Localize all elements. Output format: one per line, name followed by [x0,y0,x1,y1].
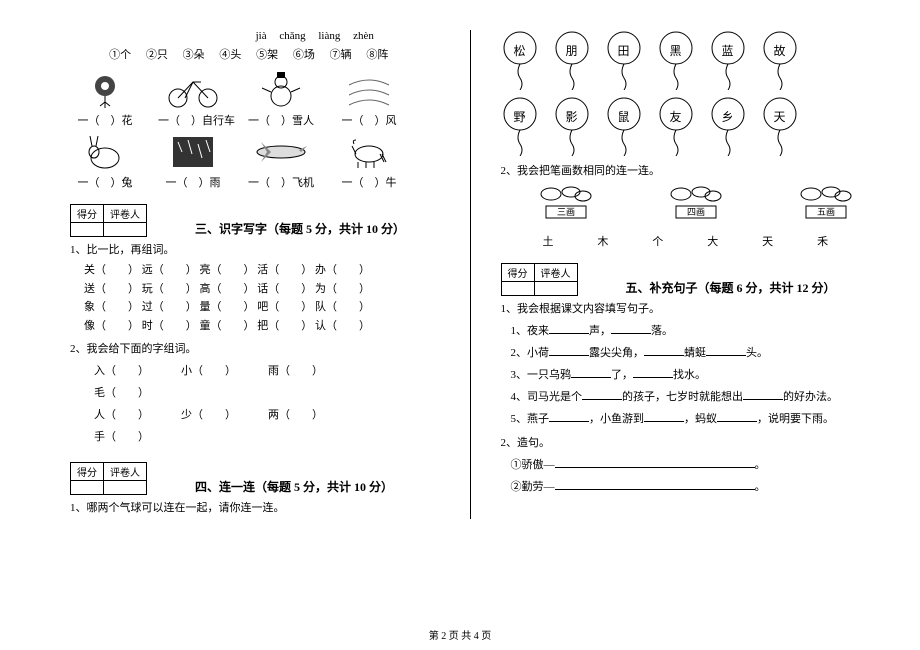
make-sentence-item: ①骄傲—。 [511,454,871,476]
page-footer: 第 2 页 共 4 页 [0,627,920,642]
pinyin: liàng [318,30,340,42]
classifier-row: ①个 ②只 ③朵 ④头 ⑤架 ⑥场 ⑦辆 ⑧阵 [70,46,440,62]
left-column: jià chǎng liàng zhèn ①个 ②只 ③朵 ④头 ⑤架 ⑥场 ⑦… [70,30,440,519]
section5-header: 得分评卷人 五、补充句子（每题 6 分，共计 12 分） [501,263,871,296]
pinyin: chǎng [279,30,305,42]
classifier: ①个 [109,49,131,61]
classifier: ⑤架 [256,49,278,61]
classifier: ⑦辆 [330,49,352,61]
balloon-char: 松 [501,42,539,59]
right-column: 松朋田黑蓝故 野影鼠友乡天 2、我会把笔画数相同的连一连。 三画四画五画 土木个… [501,30,871,519]
svg-text:四画: 四画 [686,207,704,217]
stroke-char: 禾 [795,233,850,249]
q5-2: 2、造句。 [501,434,871,450]
balloon-char: 友 [657,108,695,125]
balloon: 田 [605,30,643,90]
stroke-char: 土 [521,233,576,249]
q3-1: 1、比一比，再组词。 [70,241,440,257]
stroke-box: 三画 [531,182,601,223]
img-snowman: 一（ ）雪人 [246,70,316,128]
sentence-item: 5、燕子，小鱼游到，蚂蚁，说明要下雨。 [511,408,871,430]
fill-row-1: 入（ ）小（ ）雨（ ）毛（ ） [94,360,440,404]
balloon: 鼠 [605,96,643,156]
classifier: ④头 [219,49,241,61]
sentence-item: 3、一只乌鸦了，找水。 [511,364,871,386]
pinyin: zhèn [353,30,374,42]
stroke-box: 四画 [661,182,731,223]
balloon-char: 乡 [709,108,747,125]
balloon: 野 [501,96,539,156]
stroke-char: 木 [575,233,630,249]
img-rabbit: 一（ ）兔 [70,132,140,190]
score-box: 得分评卷人 [501,263,578,296]
balloon: 松 [501,30,539,90]
img-bike: 一（ ）自行车 [158,70,228,128]
svg-text:三画: 三画 [556,207,574,217]
img-flower: 一（ ）花 [70,70,140,128]
sentence-list: 1、夜来声，落。2、小荷露尖尖角，蜻蜓头。3、一只乌鸦了，找水。4、司马光是个的… [511,320,871,430]
sentence-item: 4、司马光是个的孩子，七岁时就能想出的好办法。 [511,386,871,408]
sentence-item: 2、小荷露尖尖角，蜻蜓头。 [511,342,871,364]
pinyin-row: jià chǎng liàng zhèn [200,30,440,42]
img-wind: 一（ ）风 [334,70,404,128]
stroke-box: 五画 [791,182,861,223]
balloon: 朋 [553,30,591,90]
balloon-char: 影 [553,108,591,125]
fill-row-2: 人（ ）少（ ）两（ ）手（ ） [94,404,440,448]
sentence-item: 1、夜来声，落。 [511,320,871,342]
stroke-char: 个 [630,233,685,249]
section4-header: 得分评卷人 四、连一连（每题 5 分，共计 10 分） [70,462,440,495]
balloon-char: 蓝 [709,42,747,59]
q4-1: 1、哪两个气球可以连在一起，请你连一连。 [70,499,440,515]
section4-title: 四、连一连（每题 5 分，共计 10 分） [195,478,393,495]
section5-title: 五、补充句子（每题 6 分，共计 12 分） [626,279,836,296]
balloon-char: 故 [761,42,799,59]
column-divider [470,30,471,519]
balloon: 蓝 [709,30,747,90]
classifier: ②只 [146,49,168,61]
balloon: 黑 [657,30,695,90]
balloon-row-top: 松朋田黑蓝故 [501,30,871,90]
stroke-char: 天 [740,233,795,249]
balloon: 乡 [709,96,747,156]
score-box: 得分评卷人 [70,462,147,495]
stroke-boxes: 三画 四画 五画 [531,182,871,223]
stroke-char: 大 [685,233,740,249]
img-plane: 一（ ）飞机 [246,132,316,190]
q4-2: 2、我会把笔画数相同的连一连。 [501,162,871,178]
pinyin: jià [256,30,267,42]
balloon: 故 [761,30,799,90]
image-grid: 一（ ）花 一（ ）自行车 一（ ）雪人 一（ ）风 一（ [70,70,440,190]
balloon-char: 黑 [657,42,695,59]
svg-text:五画: 五画 [816,207,834,217]
q5-1: 1、我会根据课文内容填写句子。 [501,300,871,316]
balloon-row-bottom: 野影鼠友乡天 [501,96,871,156]
classifier: ⑥场 [293,49,315,61]
compare-table: 关（ ） 远（ ） 亮（ ） 活（ ） 办（ ） 送（ ） 玩（ ） 高（ ） … [84,261,440,336]
balloon: 天 [761,96,799,156]
q3-2: 2、我会给下面的字组词。 [70,340,440,356]
balloon-char: 天 [761,108,799,125]
img-rain: 一（ ）雨 [158,132,228,190]
score-box: 得分评卷人 [70,204,147,237]
stroke-chars: 土木个大天禾 [521,233,851,249]
balloon: 友 [657,96,695,156]
classifier: ⑧阵 [366,49,388,61]
make-sentence-item: ②勤劳—。 [511,476,871,498]
balloon: 影 [553,96,591,156]
balloon-char: 鼠 [605,108,643,125]
balloon-char: 朋 [553,42,591,59]
balloon-char: 野 [501,108,539,125]
classifier: ③朵 [183,49,205,61]
section3-header: 得分评卷人 三、识字写字（每题 5 分，共计 10 分） [70,204,440,237]
balloon-char: 田 [605,42,643,59]
img-cow: 一（ ）牛 [334,132,404,190]
make-sentences: ①骄傲—。②勤劳—。 [511,454,871,498]
section3-title: 三、识字写字（每题 5 分，共计 10 分） [195,220,405,237]
worksheet-page: jià chǎng liàng zhèn ①个 ②只 ③朵 ④头 ⑤架 ⑥场 ⑦… [0,0,920,539]
